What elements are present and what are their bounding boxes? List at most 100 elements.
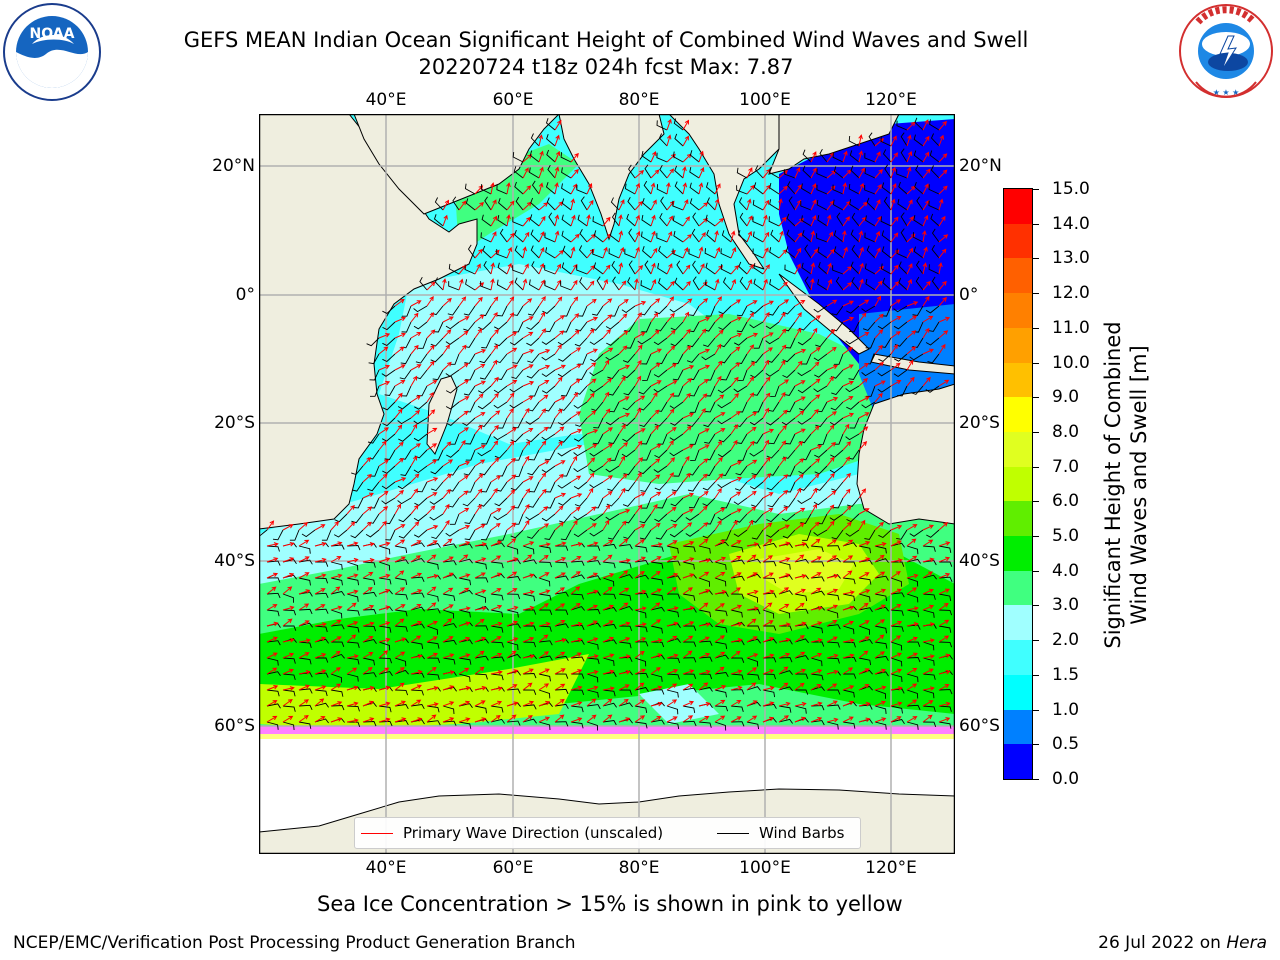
wave-direction-arrow bbox=[746, 572, 758, 579]
wave-direction-arrow bbox=[330, 521, 340, 531]
wind-barb bbox=[751, 465, 764, 476]
wave-direction-arrow bbox=[394, 346, 405, 355]
wind-barb bbox=[816, 199, 828, 211]
wind-barb bbox=[394, 577, 408, 585]
wave-direction-arrow bbox=[330, 605, 343, 611]
wave-direction-arrow bbox=[698, 505, 708, 515]
wave-direction-arrow bbox=[698, 558, 711, 563]
wind-barb bbox=[634, 705, 648, 713]
wind-barb bbox=[762, 689, 776, 698]
wind-barb bbox=[378, 720, 393, 727]
wind-barb bbox=[266, 721, 279, 730]
wave-direction-arrow bbox=[538, 634, 549, 643]
wind-barb bbox=[346, 561, 359, 571]
wind-barb bbox=[266, 703, 281, 709]
wind-barb bbox=[314, 577, 329, 584]
wave-direction-arrow bbox=[826, 520, 835, 531]
wave-direction-arrow bbox=[410, 443, 421, 451]
wave-direction-arrow bbox=[538, 349, 551, 355]
wind-barb bbox=[660, 196, 668, 211]
wind-barb bbox=[465, 198, 476, 211]
wind-barb bbox=[671, 481, 684, 492]
wind-barb bbox=[426, 542, 441, 548]
wind-barb bbox=[493, 385, 508, 394]
wind-barb bbox=[938, 721, 952, 729]
wave-direction-arrow bbox=[618, 520, 627, 531]
wave-direction-arrow bbox=[778, 474, 789, 483]
wind-barb bbox=[606, 497, 620, 507]
wind-barb bbox=[682, 673, 697, 679]
wave-direction-arrow bbox=[810, 248, 819, 259]
wind-barb bbox=[692, 260, 700, 275]
wind-barb bbox=[674, 181, 684, 195]
wind-barb bbox=[362, 639, 377, 644]
wave-direction-arrow bbox=[698, 490, 709, 499]
wave-direction-arrow bbox=[650, 701, 663, 707]
wind-barb bbox=[529, 481, 540, 493]
wind-barb bbox=[930, 133, 940, 147]
wave-direction-arrow bbox=[506, 379, 518, 387]
wind-barb bbox=[834, 353, 844, 365]
wave-direction-arrow bbox=[698, 669, 711, 675]
wave-direction-arrow bbox=[730, 519, 738, 531]
wave-direction-arrow bbox=[442, 519, 450, 531]
wind-barb bbox=[922, 689, 935, 699]
wave-direction-arrow bbox=[282, 686, 295, 691]
wave-direction-arrow bbox=[394, 489, 404, 499]
wind-barb bbox=[442, 543, 457, 549]
wind-barb bbox=[570, 574, 585, 580]
wave-direction-arrow bbox=[602, 475, 613, 483]
wave-direction-arrow bbox=[570, 519, 578, 531]
wave-direction-arrow bbox=[458, 653, 471, 659]
wave-direction-arrow bbox=[714, 488, 722, 499]
wind-barb bbox=[846, 401, 860, 410]
wave-direction-arrow bbox=[474, 459, 486, 467]
wind-barb bbox=[529, 214, 540, 227]
wave-direction-arrow bbox=[810, 199, 817, 211]
wind-barb bbox=[350, 529, 364, 539]
wave-direction-arrow bbox=[842, 488, 851, 499]
wind-barb bbox=[575, 417, 588, 427]
wave-direction-arrow bbox=[410, 331, 422, 339]
wave-direction-arrow bbox=[714, 217, 724, 227]
wind-barb bbox=[330, 561, 343, 570]
wave-direction-arrow bbox=[458, 474, 469, 483]
wind-barb bbox=[884, 164, 892, 179]
wave-direction-arrow bbox=[778, 715, 789, 723]
wave-direction-arrow bbox=[522, 682, 533, 691]
wave-direction-arrow bbox=[714, 343, 722, 355]
wind-barb bbox=[531, 180, 540, 195]
wave-direction-arrow bbox=[826, 262, 832, 275]
wave-direction-arrow bbox=[698, 393, 708, 403]
wave-direction-arrow bbox=[682, 621, 695, 627]
wind-barb bbox=[330, 590, 345, 596]
wave-direction-arrow bbox=[746, 474, 757, 483]
wave-direction-arrow bbox=[762, 716, 775, 723]
colorbar-swatch bbox=[1004, 362, 1032, 398]
wave-direction-arrow bbox=[266, 700, 278, 707]
wind-barb bbox=[525, 417, 540, 425]
wave-direction-arrow bbox=[810, 503, 818, 515]
wave-direction-arrow bbox=[362, 473, 372, 483]
wave-direction-arrow bbox=[586, 328, 595, 339]
wind-barb bbox=[346, 673, 359, 682]
wave-direction-arrow bbox=[826, 619, 838, 627]
wind-barb bbox=[400, 353, 412, 365]
wind-barb bbox=[314, 592, 329, 598]
wave-direction-arrow bbox=[650, 262, 656, 275]
wind-barb bbox=[554, 673, 569, 679]
wave-direction-arrow bbox=[938, 635, 950, 643]
colorbar-tick-mark bbox=[1033, 674, 1039, 676]
wave-direction-arrow bbox=[938, 296, 947, 307]
wave-direction-arrow bbox=[394, 424, 403, 435]
wind-barb bbox=[800, 513, 812, 524]
wave-direction-arrow bbox=[570, 279, 578, 291]
wind-barb bbox=[849, 150, 860, 163]
lon-tick-top-40e: 40°E bbox=[365, 90, 407, 110]
wind-barb bbox=[910, 385, 924, 395]
wave-direction-arrow bbox=[906, 524, 918, 531]
wave-direction-arrow bbox=[362, 666, 373, 675]
wind-barb bbox=[410, 592, 425, 598]
wind-barb bbox=[842, 593, 856, 602]
wave-direction-arrow bbox=[858, 378, 868, 387]
